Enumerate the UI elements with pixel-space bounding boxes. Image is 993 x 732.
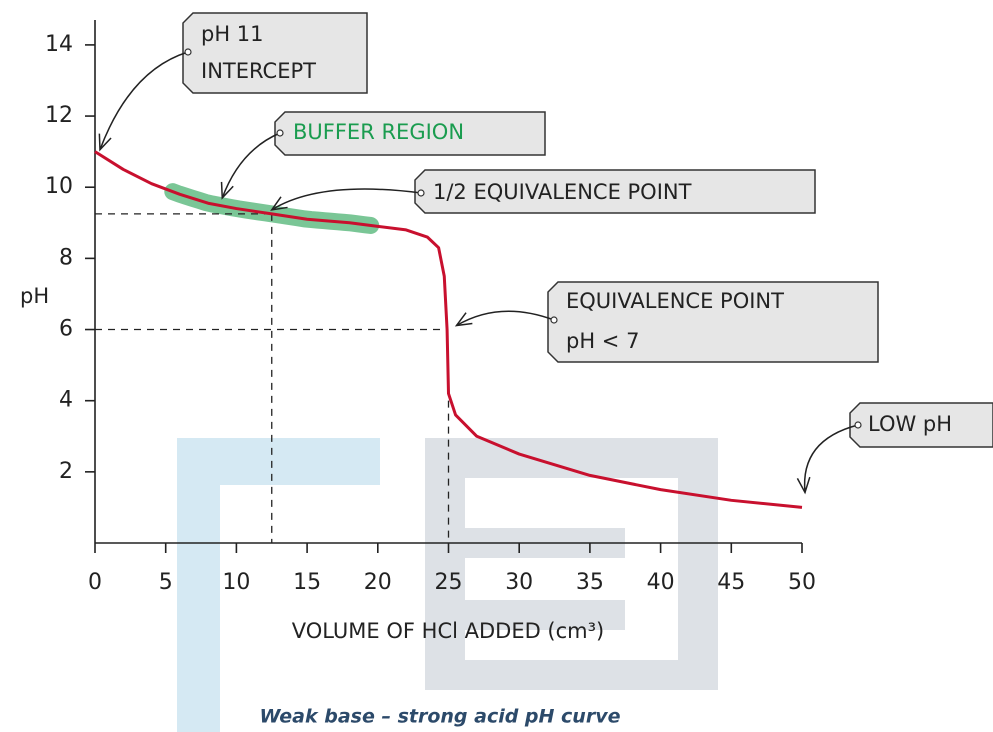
x-tick-label: 0 [88, 570, 102, 595]
arrow-head [220, 181, 234, 200]
callout-box [182, 12, 368, 94]
x-tick-label: 5 [159, 570, 173, 595]
arrow-head [98, 133, 112, 152]
x-tick-label: 45 [717, 570, 745, 595]
callout-hole [417, 189, 425, 197]
callout-box [414, 169, 816, 214]
callout-text: LOW pH [868, 412, 952, 436]
y-tick-label: 4 [59, 388, 73, 413]
x-tick-label: 30 [505, 570, 533, 595]
x-tick-label: 25 [435, 570, 463, 595]
callout-text: 1/2 EQUIVALENCE POINT [433, 180, 692, 204]
callout-text: pH 11 [201, 22, 264, 46]
buffer-label: BUFFER REGION [293, 120, 464, 144]
arrow [221, 132, 281, 199]
x-axis-label: VOLUME OF HCl ADDED (cm³) [292, 619, 605, 643]
y-tick-label: 10 [45, 174, 73, 199]
callout-box [849, 402, 993, 448]
arrow-head [454, 312, 473, 327]
y-tick-label: 12 [45, 103, 73, 128]
callout-hole [550, 316, 558, 324]
x-tick-label: 20 [364, 570, 392, 595]
y-tick-label: 6 [59, 317, 73, 342]
callout-hole [276, 129, 284, 137]
y-tick-label: 2 [59, 459, 73, 484]
x-tick-label: 35 [576, 570, 604, 595]
y-axis-label: pH [20, 284, 49, 308]
callout-box [547, 281, 879, 363]
callout-hole [184, 48, 192, 56]
arrow-head [270, 196, 288, 211]
x-tick-label: 10 [222, 570, 250, 595]
arrow [456, 310, 555, 327]
arrow [271, 188, 422, 211]
y-tick-label: 8 [59, 245, 73, 270]
x-tick-label: 15 [293, 570, 321, 595]
callout-text: EQUIVALENCE POINT [566, 289, 784, 313]
arrow [803, 424, 859, 493]
arrow-head [796, 476, 811, 495]
callout-text: pH < 7 [566, 329, 639, 353]
callout-hole [854, 421, 862, 429]
ph-curve [94, 150, 803, 509]
x-tick-label: 40 [647, 570, 675, 595]
arrow [99, 51, 189, 150]
x-tick-label: 50 [788, 570, 816, 595]
chart-title: Weak base – strong acid pH curve [260, 706, 621, 728]
callout-box [274, 111, 546, 156]
y-tick-label: 14 [45, 32, 73, 57]
callout-text: INTERCEPT [201, 59, 316, 83]
